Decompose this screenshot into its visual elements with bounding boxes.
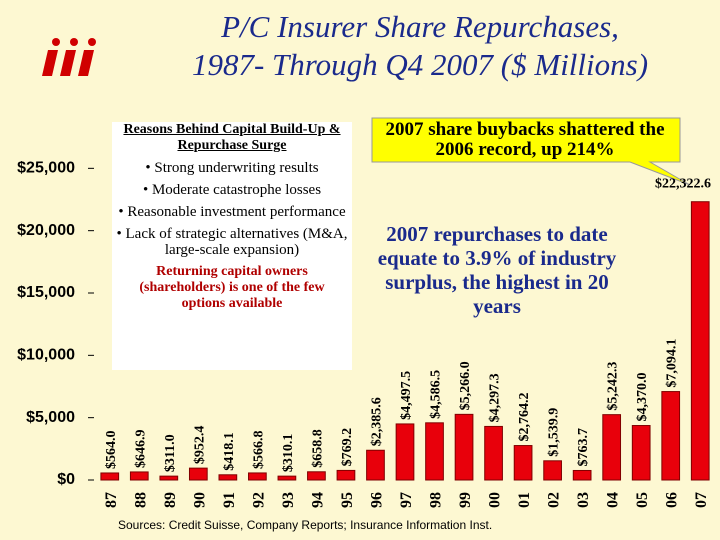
- value-label: $4,370.0: [635, 373, 650, 422]
- x-tick-label: 02: [546, 492, 563, 508]
- bullet: • Moderate catastrophe losses: [142, 182, 322, 198]
- callout-box: [371, 117, 691, 186]
- value-label: $5,266.0: [458, 361, 473, 410]
- value-label: $952.4: [192, 426, 207, 465]
- chart-title: P/C Insurer Share Repurchases, 1987- Thr…: [120, 8, 720, 84]
- x-tick-label: 90: [191, 492, 208, 508]
- x-tick-label: 94: [309, 492, 326, 508]
- x-tick-label: 96: [368, 492, 385, 508]
- value-label: $566.8: [251, 430, 266, 469]
- bar: [159, 475, 179, 481]
- value-label: $418.1: [222, 432, 237, 471]
- x-tick-label: 89: [162, 492, 179, 508]
- bar: [188, 467, 208, 481]
- value-label: $763.7: [576, 428, 591, 467]
- note: 2007 repurchases to date equate to 3.9% …: [377, 222, 617, 318]
- y-tick-label: $15,000: [17, 284, 75, 301]
- y-tick-label: $10,000: [17, 347, 75, 364]
- reasons-box: Reasons Behind Capital Build-Up & Repurc…: [112, 122, 352, 370]
- title-line: 1987- Through Q4 2007 ($ Millions): [191, 47, 649, 82]
- bar: [425, 422, 444, 481]
- bar: [631, 425, 651, 481]
- logo: [42, 38, 96, 76]
- x-tick-label: 04: [605, 492, 622, 508]
- value-label: $4,497.5: [399, 371, 414, 420]
- bar: [661, 391, 681, 481]
- y-tick-label: $0: [57, 471, 75, 488]
- x-tick-label: 99: [457, 492, 474, 508]
- bar: [307, 471, 326, 481]
- box-footer: Returning capital owners (shareholders) …: [139, 264, 325, 311]
- bar: [602, 414, 622, 481]
- value-label: $2,764.2: [517, 393, 532, 442]
- x-tick-label: 00: [487, 492, 504, 508]
- y-tick-label: $20,000: [17, 222, 75, 239]
- bar: [454, 413, 474, 481]
- value-label: $311.0: [163, 434, 178, 472]
- value-label: $2,385.6: [369, 397, 384, 446]
- x-tick-label: 87: [103, 492, 120, 508]
- value-label: $310.1: [281, 434, 296, 473]
- bullet: • Strong underwriting results: [145, 160, 319, 176]
- x-tick-label: 93: [280, 492, 297, 508]
- value-label: $769.2: [340, 428, 355, 467]
- bar: [336, 469, 356, 481]
- bar: [100, 472, 120, 481]
- value-label: $658.8: [310, 429, 325, 468]
- y-tick-label: $5,000: [26, 409, 75, 426]
- y-tick-label: $25,000: [17, 160, 75, 177]
- bar: [513, 445, 533, 481]
- source: Sources: Credit Suisse, Company Reports;…: [118, 518, 493, 532]
- x-tick-label: 98: [428, 492, 445, 508]
- bar: [395, 423, 415, 481]
- value-label: $646.9: [133, 429, 148, 468]
- x-tick-label: 91: [221, 492, 238, 508]
- bar: [248, 472, 267, 481]
- bullet: • Lack of strategic alternatives (M&A, l…: [116, 226, 348, 258]
- bar: [572, 469, 592, 481]
- value-label: $7,094.1: [665, 339, 680, 388]
- bar: [129, 471, 149, 481]
- box-heading: Reasons Behind Capital Build-Up & Repurc…: [123, 122, 341, 153]
- bar: [277, 475, 297, 481]
- bar: [690, 201, 710, 481]
- x-tick-label: 03: [575, 492, 592, 508]
- x-tick-label: 05: [634, 492, 651, 508]
- x-tick-label: 97: [398, 492, 415, 508]
- x-tick-label: 01: [516, 492, 533, 508]
- bar: [366, 449, 385, 481]
- bar: [543, 460, 562, 481]
- value-label: $5,242.3: [606, 362, 621, 411]
- callout: 2007 share buybacks shattered the 2006 r…: [385, 119, 665, 160]
- x-tick-label: 07: [693, 492, 710, 508]
- bar: [484, 425, 503, 481]
- x-tick-label: 95: [339, 492, 356, 508]
- bar: [218, 474, 238, 481]
- title-line: P/C Insurer Share Repurchases,: [221, 9, 619, 44]
- value-label: $564.0: [104, 430, 119, 469]
- value-label: $22,322.6: [655, 177, 711, 192]
- x-tick-label: 88: [132, 492, 149, 508]
- bullet: • Reasonable investment performance: [118, 204, 346, 220]
- x-tick-label: 06: [664, 492, 681, 508]
- value-label: $4,297.3: [488, 373, 503, 422]
- value-label: $1,539.9: [547, 408, 562, 457]
- value-label: $4,586.5: [429, 370, 444, 419]
- x-tick-label: 92: [250, 492, 267, 508]
